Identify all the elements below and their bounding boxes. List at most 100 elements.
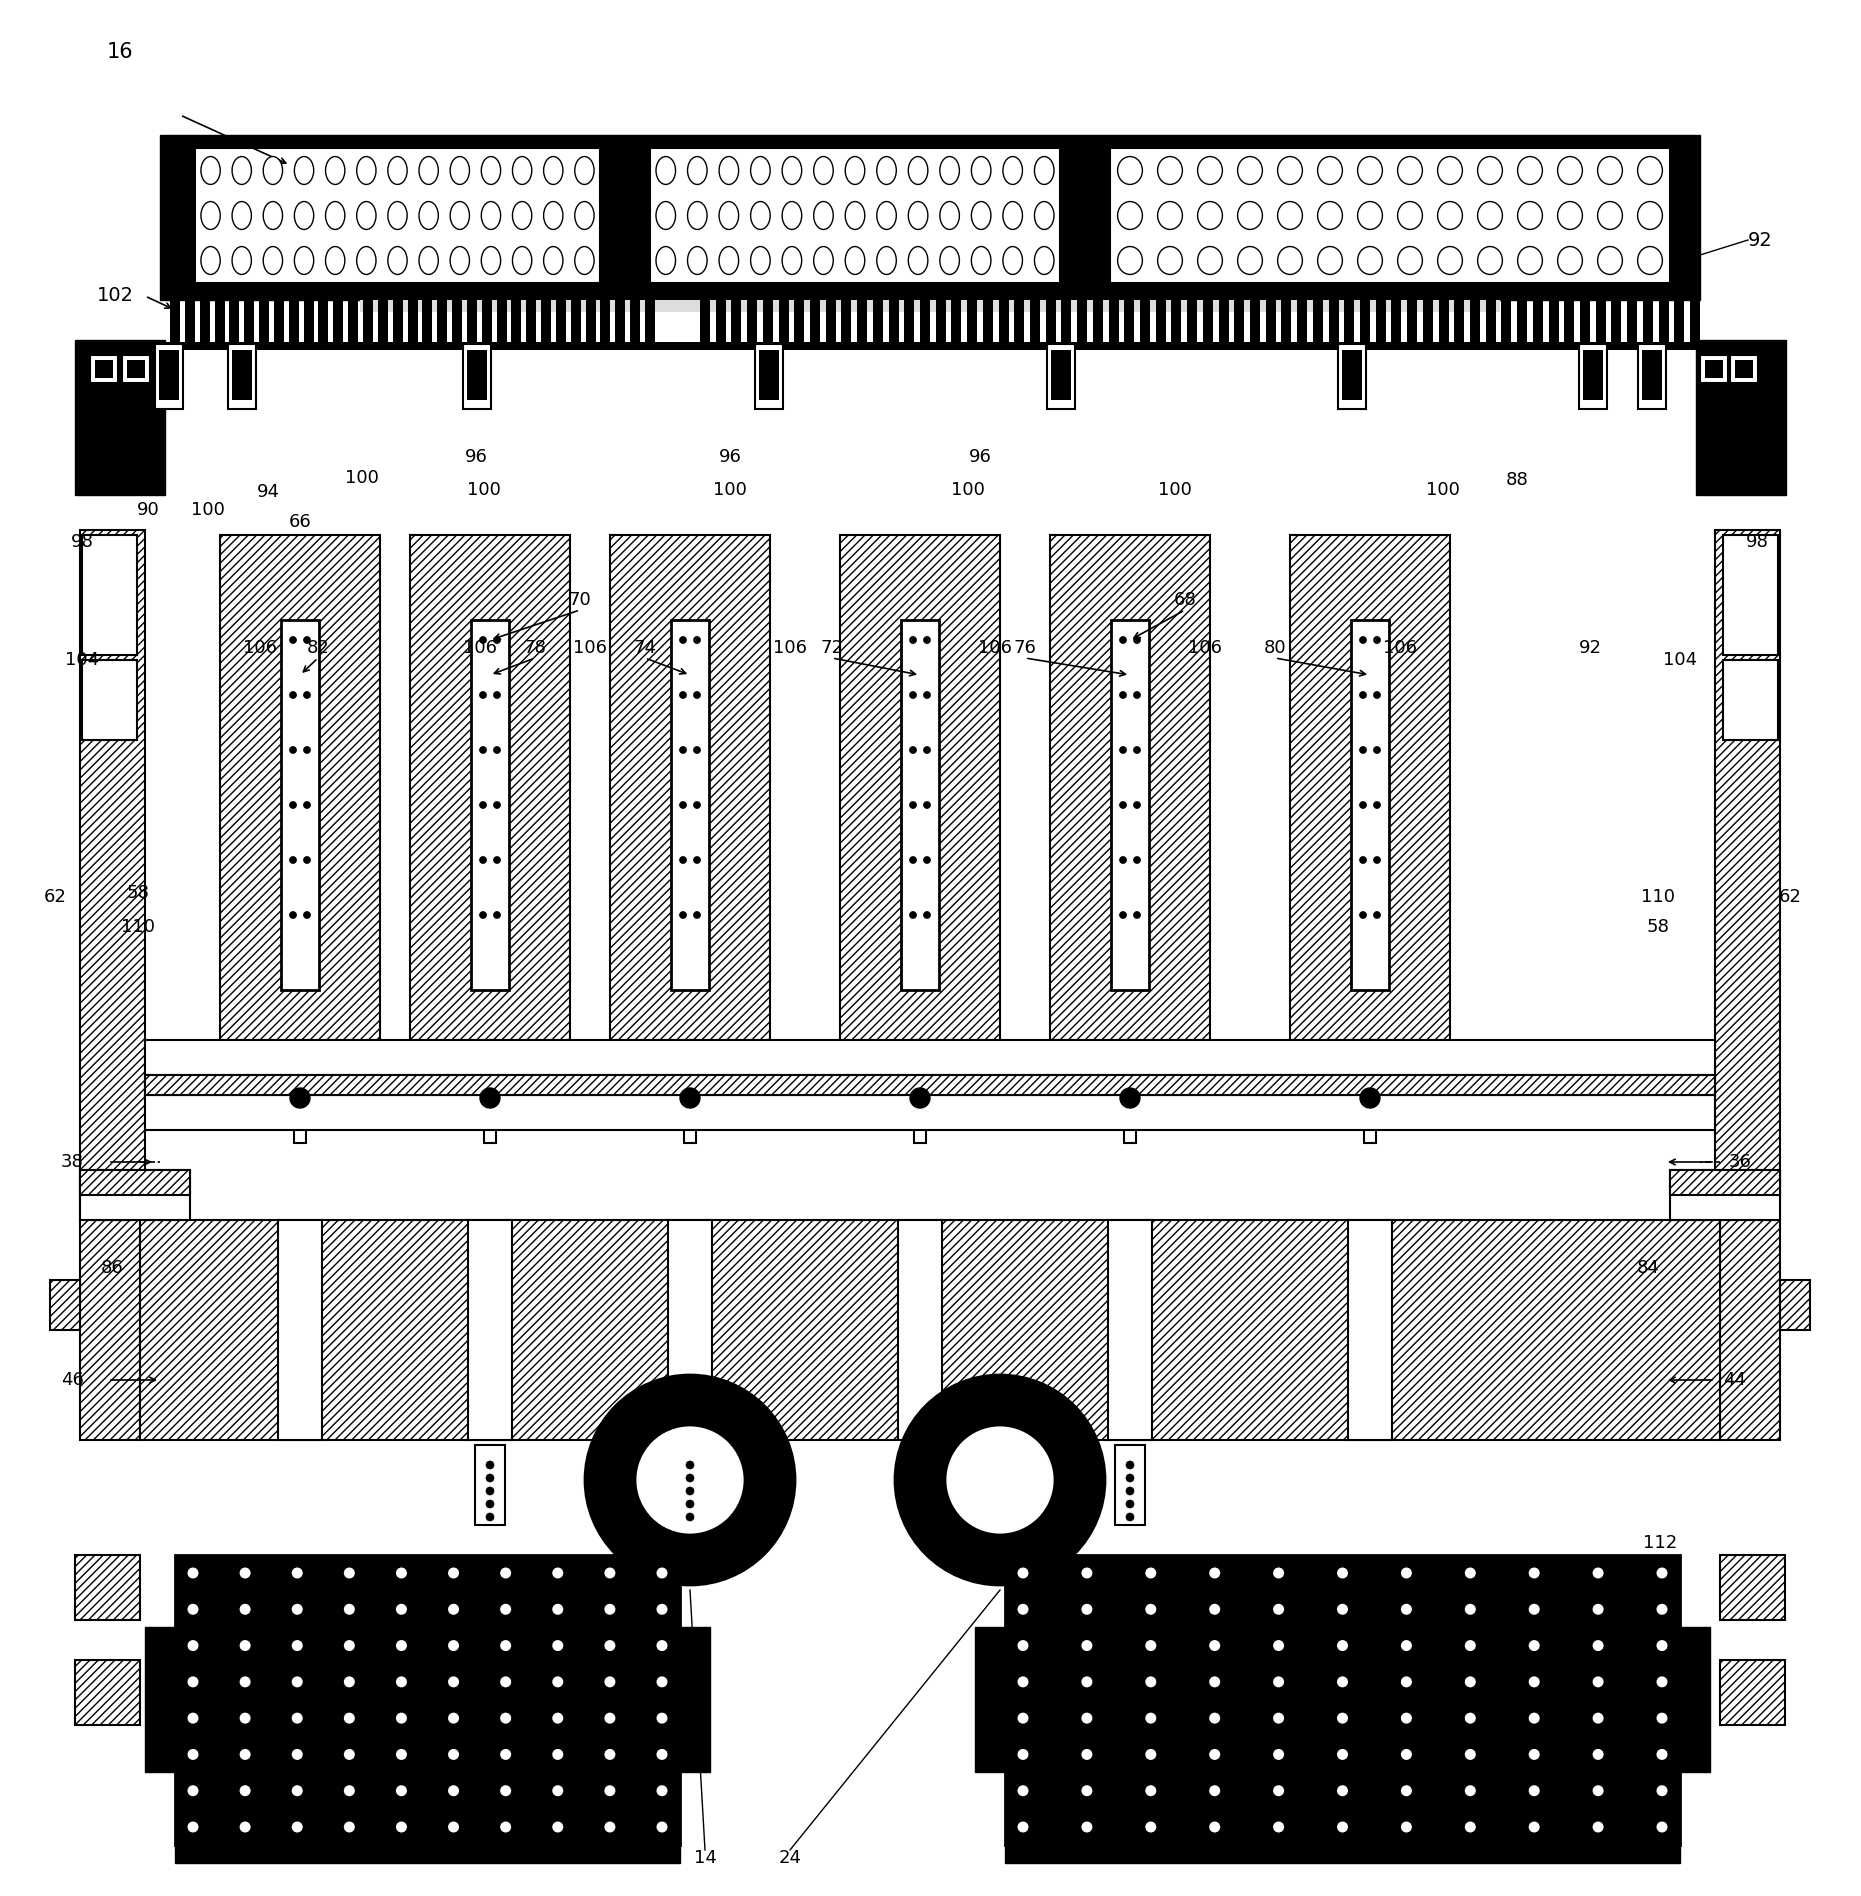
Ellipse shape bbox=[1437, 157, 1463, 184]
Bar bbox=[610, 535, 770, 1041]
Bar bbox=[195, 148, 599, 283]
Bar bbox=[140, 1219, 1720, 1439]
Circle shape bbox=[449, 1712, 460, 1723]
Circle shape bbox=[605, 1676, 616, 1687]
Circle shape bbox=[1336, 1712, 1347, 1723]
Ellipse shape bbox=[1558, 246, 1582, 275]
Circle shape bbox=[480, 692, 486, 698]
Ellipse shape bbox=[718, 201, 739, 229]
Circle shape bbox=[1133, 857, 1141, 863]
Ellipse shape bbox=[877, 157, 897, 184]
Bar bbox=[936, 300, 945, 341]
Circle shape bbox=[396, 1604, 408, 1615]
Circle shape bbox=[1593, 1676, 1604, 1687]
Text: 94: 94 bbox=[257, 483, 279, 501]
Circle shape bbox=[344, 1640, 355, 1651]
Circle shape bbox=[694, 857, 700, 863]
Circle shape bbox=[1145, 1676, 1156, 1687]
Bar bbox=[1720, 1219, 1779, 1439]
Ellipse shape bbox=[357, 246, 376, 275]
Bar bbox=[1548, 300, 1558, 341]
Bar bbox=[145, 1041, 1716, 1075]
Circle shape bbox=[1360, 857, 1366, 863]
Bar bbox=[888, 300, 899, 341]
Ellipse shape bbox=[1558, 157, 1582, 184]
Circle shape bbox=[1528, 1640, 1539, 1651]
Circle shape bbox=[910, 1088, 930, 1107]
Circle shape bbox=[292, 1748, 303, 1759]
Circle shape bbox=[396, 1712, 408, 1723]
Bar bbox=[1580, 300, 1589, 341]
Circle shape bbox=[240, 1604, 251, 1615]
Circle shape bbox=[188, 1822, 199, 1833]
Text: 112: 112 bbox=[1643, 1534, 1677, 1553]
Bar bbox=[1115, 1445, 1145, 1524]
Ellipse shape bbox=[1597, 246, 1623, 275]
Bar bbox=[1347, 1045, 1392, 1060]
Circle shape bbox=[553, 1712, 564, 1723]
Circle shape bbox=[553, 1786, 564, 1796]
Bar bbox=[154, 343, 182, 410]
Ellipse shape bbox=[482, 157, 501, 184]
Circle shape bbox=[501, 1822, 512, 1833]
Circle shape bbox=[1656, 1712, 1667, 1723]
Bar bbox=[467, 300, 476, 341]
Ellipse shape bbox=[1638, 246, 1662, 275]
Circle shape bbox=[1401, 1640, 1412, 1651]
Circle shape bbox=[553, 1568, 564, 1579]
Ellipse shape bbox=[813, 157, 834, 184]
Bar bbox=[631, 300, 640, 341]
Bar bbox=[80, 1170, 190, 1219]
Ellipse shape bbox=[294, 201, 315, 229]
Circle shape bbox=[1145, 1568, 1156, 1579]
Bar bbox=[74, 1555, 140, 1619]
Circle shape bbox=[303, 857, 311, 863]
Circle shape bbox=[292, 1676, 303, 1687]
Circle shape bbox=[1018, 1676, 1029, 1687]
Circle shape bbox=[1018, 1786, 1029, 1796]
Circle shape bbox=[679, 802, 687, 808]
Text: 70: 70 bbox=[569, 592, 592, 609]
Text: 92: 92 bbox=[1578, 639, 1602, 658]
Ellipse shape bbox=[512, 157, 532, 184]
Ellipse shape bbox=[908, 246, 929, 275]
Circle shape bbox=[1081, 1786, 1092, 1796]
Circle shape bbox=[486, 1473, 493, 1483]
Bar bbox=[1485, 300, 1496, 341]
Bar bbox=[679, 1420, 700, 1460]
Bar bbox=[1171, 300, 1182, 341]
Circle shape bbox=[396, 1676, 408, 1687]
Bar bbox=[127, 360, 145, 377]
Bar bbox=[1124, 300, 1135, 341]
Ellipse shape bbox=[1238, 157, 1262, 184]
Ellipse shape bbox=[262, 157, 283, 184]
Circle shape bbox=[1133, 912, 1141, 918]
Circle shape bbox=[657, 1604, 668, 1615]
Circle shape bbox=[910, 802, 916, 808]
Circle shape bbox=[1018, 1640, 1029, 1651]
Text: 62: 62 bbox=[1779, 887, 1801, 906]
Text: 44: 44 bbox=[1723, 1371, 1746, 1390]
Circle shape bbox=[1360, 912, 1366, 918]
Bar bbox=[901, 620, 940, 990]
Text: 66: 66 bbox=[288, 514, 311, 531]
Circle shape bbox=[605, 1640, 616, 1651]
Ellipse shape bbox=[482, 201, 501, 229]
Bar bbox=[80, 1170, 190, 1194]
Circle shape bbox=[1126, 1486, 1133, 1496]
Circle shape bbox=[694, 637, 700, 643]
Circle shape bbox=[605, 1568, 616, 1579]
Circle shape bbox=[344, 1822, 355, 1833]
Circle shape bbox=[493, 692, 501, 698]
Ellipse shape bbox=[1398, 246, 1422, 275]
Bar bbox=[348, 300, 357, 341]
Ellipse shape bbox=[419, 201, 439, 229]
Circle shape bbox=[1120, 637, 1126, 643]
Bar bbox=[303, 300, 315, 341]
Text: 14: 14 bbox=[694, 1849, 716, 1868]
Bar bbox=[1029, 300, 1040, 341]
Text: 36: 36 bbox=[1729, 1153, 1751, 1172]
Circle shape bbox=[1465, 1786, 1476, 1796]
Text: 100: 100 bbox=[951, 482, 984, 499]
Circle shape bbox=[694, 802, 700, 808]
